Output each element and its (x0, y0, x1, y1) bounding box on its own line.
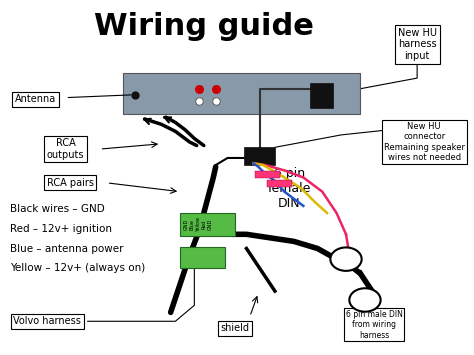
Text: Red – 12v+ ignition: Red – 12v+ ignition (10, 224, 112, 234)
Text: Antenna: Antenna (15, 94, 56, 104)
Text: RCA pairs: RCA pairs (46, 178, 94, 188)
FancyBboxPatch shape (310, 83, 333, 108)
Text: Blue – antenna power: Blue – antenna power (10, 244, 124, 253)
Text: Yellow: Yellow (196, 217, 201, 232)
FancyBboxPatch shape (255, 171, 280, 178)
Text: Blue: Blue (190, 219, 194, 230)
Text: 6 pin male DIN
from wiring
harness: 6 pin male DIN from wiring harness (346, 310, 403, 340)
Text: 6 pin
female
DIN: 6 pin female DIN (267, 166, 311, 210)
Text: New HU
harness
input: New HU harness input (398, 28, 437, 61)
Text: Yellow – 12v+ (always on): Yellow – 12v+ (always on) (10, 263, 146, 273)
Text: New HU
connector
Remaining speaker
wires not needed: New HU connector Remaining speaker wires… (384, 122, 465, 162)
Text: Volvo harness: Volvo harness (13, 316, 82, 326)
FancyBboxPatch shape (180, 213, 235, 236)
FancyBboxPatch shape (244, 147, 275, 165)
Text: Black wires – GND: Black wires – GND (10, 204, 105, 214)
Text: GND: GND (208, 219, 213, 230)
FancyBboxPatch shape (123, 73, 360, 114)
Circle shape (330, 247, 362, 271)
Text: Wiring guide: Wiring guide (94, 12, 314, 42)
Text: shield: shield (220, 323, 249, 333)
Circle shape (349, 288, 381, 312)
FancyBboxPatch shape (267, 180, 292, 187)
Text: RCA
outputs: RCA outputs (46, 138, 84, 160)
FancyBboxPatch shape (180, 247, 225, 268)
Text: Red: Red (202, 220, 207, 229)
Text: GND: GND (183, 219, 188, 230)
